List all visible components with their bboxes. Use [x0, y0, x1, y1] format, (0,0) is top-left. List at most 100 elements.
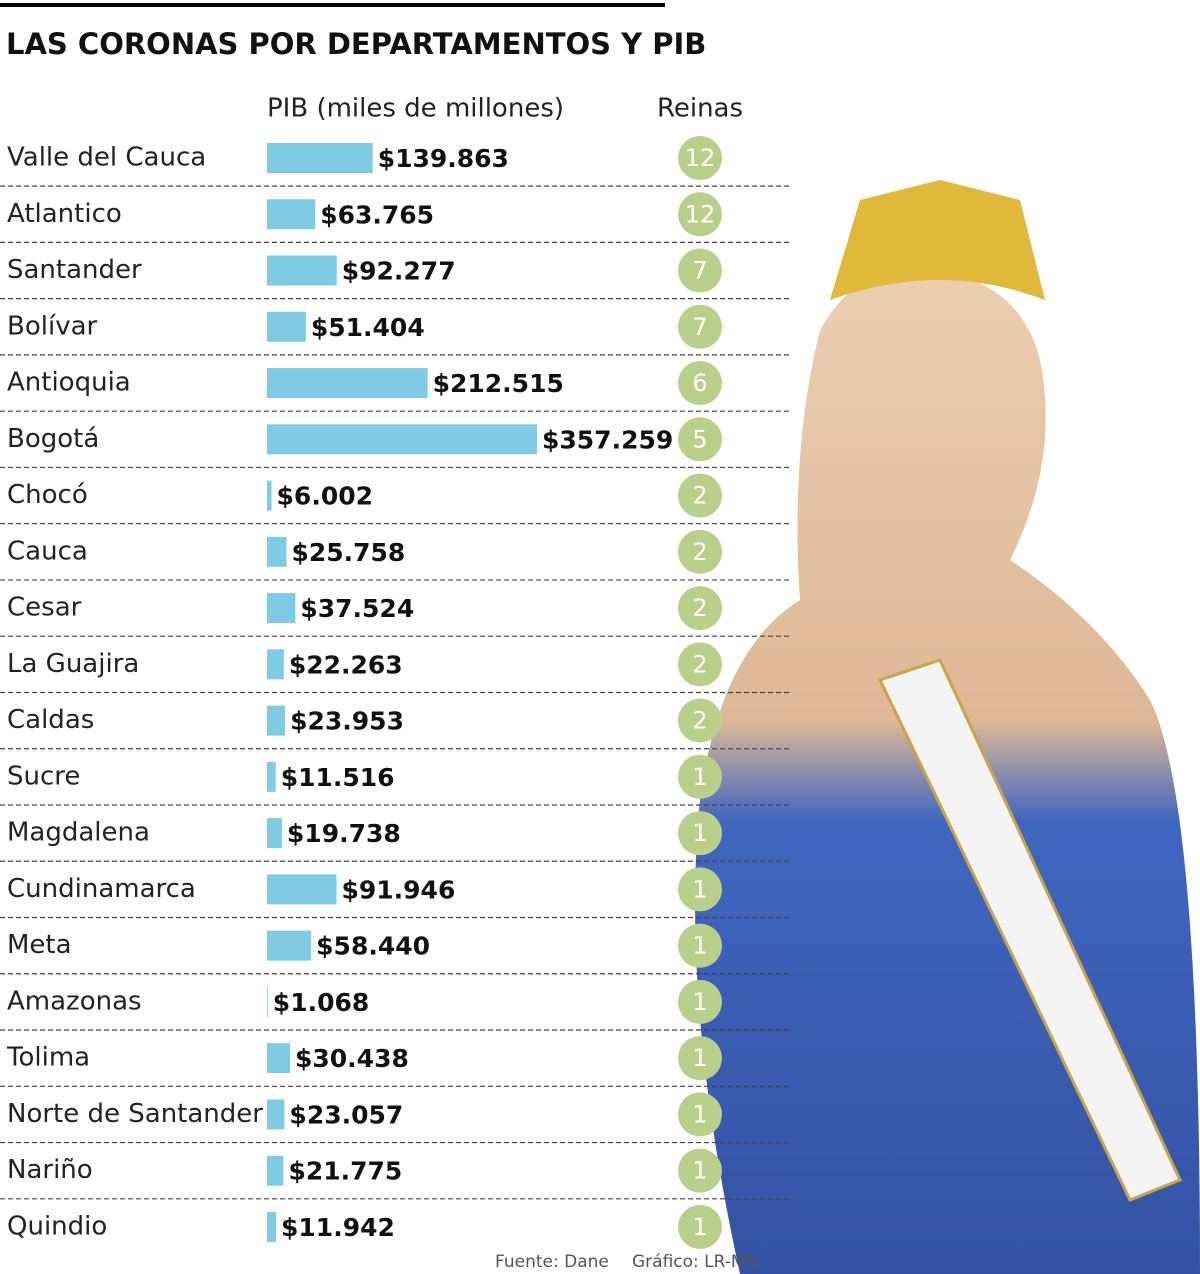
bar	[267, 761, 276, 792]
value-label: $51.404	[311, 313, 425, 342]
bar	[267, 143, 373, 173]
bar	[267, 480, 272, 511]
bar	[267, 536, 287, 567]
bar	[267, 199, 316, 230]
count-label: 1	[692, 763, 707, 791]
value-label: $23.953	[290, 707, 404, 736]
value-label: $139.863	[378, 144, 509, 173]
count-label: 12	[685, 144, 716, 172]
count-badge	[678, 473, 722, 518]
bar	[267, 1211, 277, 1242]
category-label: Bolívar	[7, 311, 98, 341]
chart-title: LAS CORONAS POR DEPARTAMENTOS Y PIB	[6, 27, 706, 61]
count-label: 1	[692, 819, 707, 847]
value-header: PIB (miles de millones)	[267, 94, 564, 124]
count-badge	[678, 586, 722, 631]
category-label: Chocó	[7, 480, 88, 510]
count-label: 7	[692, 313, 707, 341]
bar	[267, 368, 428, 399]
bar	[267, 649, 284, 680]
bar	[267, 705, 286, 736]
count-label: 2	[692, 594, 707, 622]
category-label: Cundinamarca	[7, 874, 196, 904]
bar	[267, 1099, 285, 1130]
bar	[267, 818, 282, 849]
count-label: 7	[692, 257, 707, 285]
category-label: Amazonas	[7, 986, 142, 1016]
count-badge	[678, 1092, 722, 1137]
value-label: $25.758	[291, 538, 405, 567]
count-badge	[678, 248, 722, 293]
category-label: Cauca	[7, 536, 88, 566]
bar	[267, 986, 268, 1017]
count-label: 2	[692, 707, 707, 735]
bar	[267, 593, 296, 624]
category-label: Norte de Santander	[7, 1099, 263, 1129]
value-label: $212.515	[433, 369, 564, 398]
category-label: Santander	[7, 255, 142, 285]
count-label: 2	[692, 538, 707, 566]
category-label: La Guajira	[7, 649, 139, 679]
count-label: 5	[692, 425, 707, 453]
count-label: 1	[692, 1213, 707, 1241]
photo	[695, 180, 1200, 1274]
count-badge	[678, 811, 722, 856]
count-label: 1	[692, 875, 707, 903]
category-label: Caldas	[7, 705, 94, 735]
count-label: 2	[692, 650, 707, 678]
category-label: Tolima	[6, 1043, 90, 1073]
count-badge	[678, 979, 722, 1024]
count-label: 1	[692, 1157, 707, 1185]
count-badge	[678, 698, 722, 743]
value-label: $23.057	[289, 1100, 403, 1129]
count-badge	[678, 867, 722, 912]
count-badge	[678, 192, 722, 237]
count-label: 2	[692, 482, 707, 510]
count-label: 12	[685, 200, 716, 228]
count-label: 1	[692, 932, 707, 960]
category-label: Antioquia	[7, 368, 131, 398]
count-badge	[678, 304, 722, 349]
count-badge	[678, 1204, 722, 1249]
value-label: $92.277	[342, 257, 456, 286]
category-label: Quindio	[7, 1211, 107, 1241]
value-label: $63.765	[320, 200, 434, 229]
bar	[267, 311, 306, 342]
value-label: $30.438	[295, 1044, 409, 1073]
category-label: Nariño	[7, 1155, 93, 1185]
category-label: Valle del Cauca	[7, 143, 206, 173]
value-label: $357.259	[542, 425, 673, 454]
category-label: Bogotá	[7, 424, 99, 454]
count-header: Reinas	[657, 94, 743, 124]
count-badge	[678, 136, 722, 180]
category-label: Cesar	[7, 593, 82, 623]
count-label: 6	[692, 369, 707, 397]
value-label: $19.738	[287, 819, 401, 848]
value-label: $58.440	[316, 932, 430, 961]
source: Fuente: Dane	[495, 1252, 609, 1272]
value-label: $11.942	[281, 1213, 395, 1242]
bar	[267, 1043, 291, 1074]
credit: Gráfico: LR-MN	[632, 1252, 758, 1272]
bar	[267, 424, 537, 455]
category-label: Magdalena	[7, 818, 150, 848]
category-label: Atlantico	[7, 199, 122, 229]
count-label: 1	[692, 1100, 707, 1128]
count-badge	[678, 642, 722, 687]
count-badge	[678, 529, 722, 574]
category-label: Sucre	[7, 761, 80, 791]
value-label: $37.524	[300, 594, 414, 623]
count-badge	[678, 1148, 722, 1193]
count-badge	[678, 417, 722, 462]
bar	[267, 930, 312, 961]
value-label: $1.068	[273, 988, 369, 1017]
count-badge	[678, 754, 722, 799]
bar	[267, 874, 337, 905]
value-label: $11.516	[281, 763, 395, 792]
value-label: $6.002	[277, 482, 373, 511]
value-label: $91.946	[341, 875, 455, 904]
value-label: $21.775	[288, 1157, 402, 1186]
bar	[267, 1155, 284, 1186]
count-label: 1	[692, 1044, 707, 1072]
